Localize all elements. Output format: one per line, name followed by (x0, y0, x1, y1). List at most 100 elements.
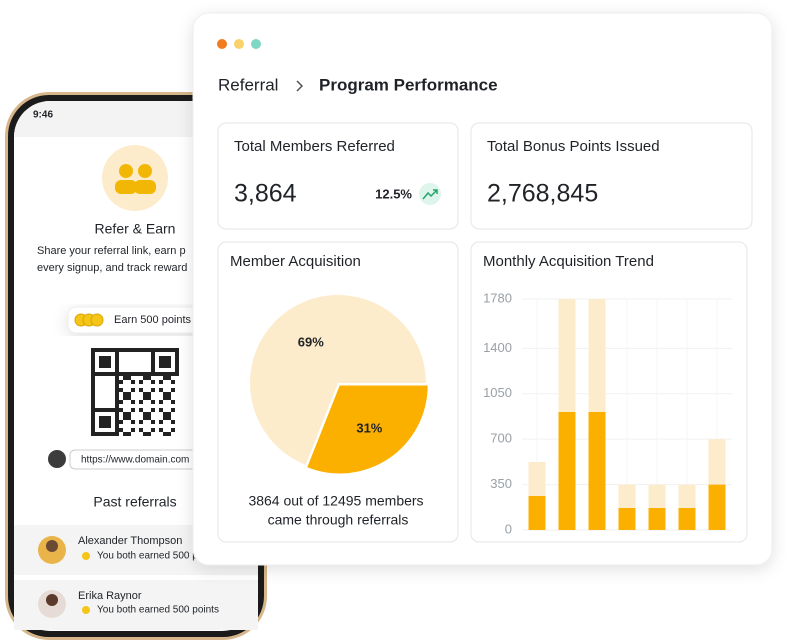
qr-cell (115, 360, 119, 364)
qr-cell (119, 428, 123, 432)
qr-cell (99, 432, 103, 436)
qr-cell (155, 348, 159, 352)
qr-cell (175, 356, 179, 360)
bar-segment (618, 484, 636, 508)
qr-cell (139, 408, 143, 412)
qr-cell (175, 364, 179, 368)
qr-cell (159, 356, 163, 360)
qr-cell (175, 372, 179, 376)
time: 9:46 (33, 110, 53, 121)
qr-cell (151, 380, 155, 384)
qr-cell (91, 384, 95, 388)
chart-title: Monthly Acquisition Trend (483, 253, 654, 270)
qr-cell (139, 348, 143, 352)
referral-note: You both earned 500 points (97, 605, 219, 616)
qr-cell (175, 352, 179, 356)
qr-cell (91, 404, 95, 408)
referral-name: Alexander Thompson (78, 535, 182, 547)
pie-chart: 69% 31% (249, 295, 428, 474)
qr-cell (107, 432, 111, 436)
qr-cell (115, 416, 119, 420)
qr-cell (91, 348, 95, 352)
qr-cell (91, 360, 95, 364)
qr-cell (115, 376, 119, 380)
qr-cell (115, 404, 119, 408)
window-dot (234, 39, 244, 49)
bar-segment (588, 299, 606, 412)
qr-cell (131, 380, 135, 384)
qr-cell (123, 348, 127, 352)
qr-cell (131, 420, 135, 424)
breadcrumb-parent[interactable]: Referral (218, 75, 278, 94)
qr-cell (167, 396, 171, 400)
qr-cell (103, 372, 107, 376)
qr-cell (147, 372, 151, 376)
qr-cell (99, 364, 103, 368)
qr-cell (95, 372, 99, 376)
qr-cell (115, 432, 119, 436)
qr-cell (135, 348, 139, 352)
qr-cell (123, 412, 127, 416)
qr-cell (151, 368, 155, 372)
qr-cell (103, 432, 107, 436)
qr-cell (147, 376, 151, 380)
qr-cell (115, 356, 119, 360)
qr-cell (159, 380, 163, 384)
qr-cell (119, 380, 123, 384)
qr-cell (91, 416, 95, 420)
qr-cell (123, 416, 127, 420)
qr-cell (151, 372, 155, 376)
stat-value: 2,768,845 (487, 180, 598, 208)
qr-cell (103, 360, 107, 364)
qr-cell (123, 372, 127, 376)
qr-cell (127, 396, 131, 400)
qr-cell (139, 380, 143, 384)
qr-cell (103, 348, 107, 352)
qr-cell (115, 428, 119, 432)
y-tick-label: 1780 (483, 290, 512, 305)
qr-cell (115, 420, 119, 424)
qr-cell (111, 348, 115, 352)
qr-cell (107, 364, 111, 368)
qr-cell (175, 368, 179, 372)
qr-cell (167, 416, 171, 420)
qr-cell (115, 372, 119, 376)
qr-cell (115, 348, 119, 352)
qr-cell (91, 420, 95, 424)
qr-cell (163, 360, 167, 364)
qr-cell (115, 352, 119, 356)
qr-cell (151, 400, 155, 404)
qr-cell (143, 372, 147, 376)
refer-icon-bg (102, 145, 168, 211)
qr-cell (147, 432, 151, 436)
qr-cell (151, 364, 155, 368)
qr-cell (119, 372, 123, 376)
coin (82, 606, 90, 614)
qr-cell (91, 356, 95, 360)
qr-cell (143, 396, 147, 400)
qr-cell (91, 376, 95, 380)
qr-cell (91, 428, 95, 432)
qr-cell (127, 416, 131, 420)
qr-cell (159, 400, 163, 404)
bar-segment (678, 484, 696, 508)
window-dot (217, 39, 227, 49)
qr-cell (171, 372, 175, 376)
qr-cell (139, 428, 143, 432)
qr-cell (115, 384, 119, 388)
qr-cell (147, 392, 151, 396)
qr-cell (103, 424, 107, 428)
pie-slice (307, 385, 428, 474)
qr-cell (127, 372, 131, 376)
qr-cell (91, 412, 95, 416)
qr-cell (99, 348, 103, 352)
qr-cell (159, 420, 163, 424)
qr-cell (107, 356, 111, 360)
qr-cell (135, 372, 139, 376)
bar-segment (528, 495, 546, 530)
stat-label: Total Members Referred (234, 138, 395, 155)
qr-cell (163, 376, 167, 380)
qr-cell (167, 376, 171, 380)
qr-cell (159, 372, 163, 376)
share-icon[interactable] (48, 450, 66, 468)
